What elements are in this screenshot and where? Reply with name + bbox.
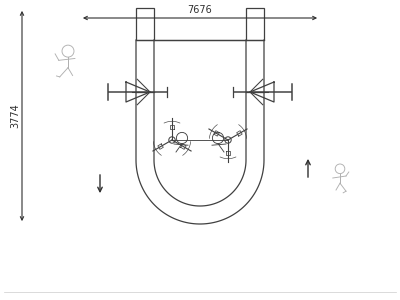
Bar (136, 8, 154, 40)
Bar (246, 8, 264, 40)
Text: 3774: 3774 (10, 103, 20, 128)
Text: 7676: 7676 (188, 5, 212, 15)
